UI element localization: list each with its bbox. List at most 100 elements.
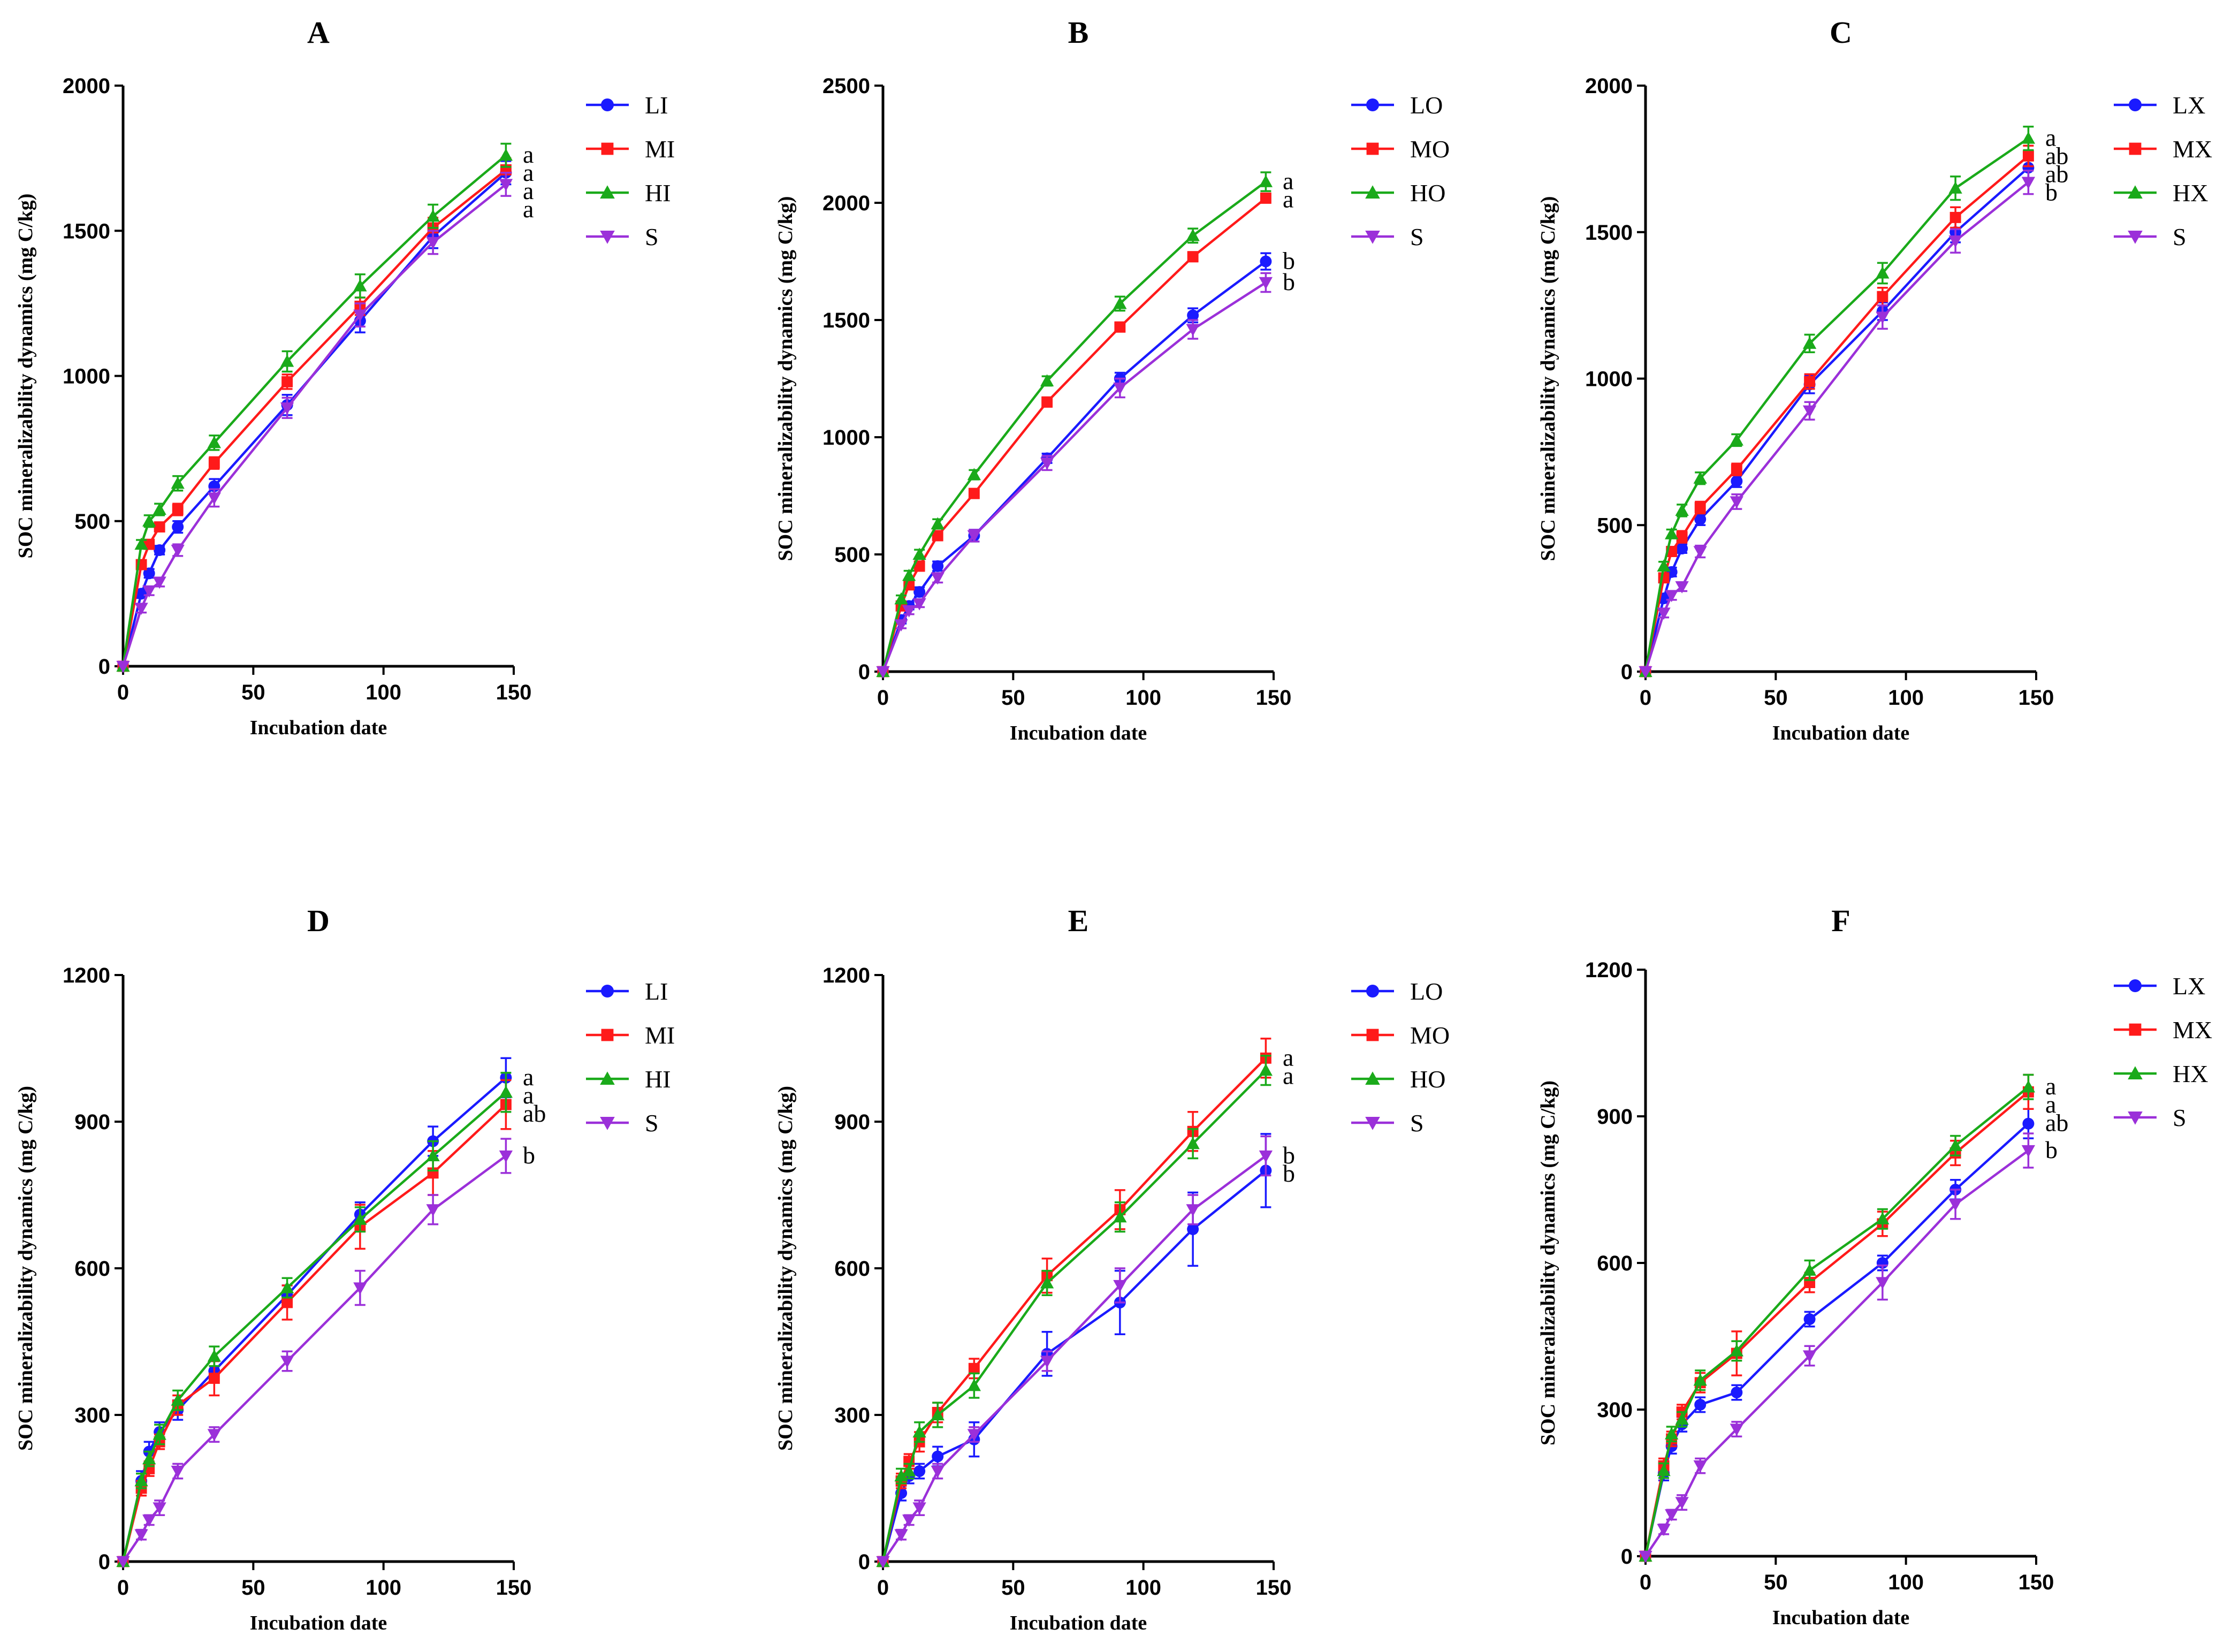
y-tick-label: 2500 [822,74,870,98]
data-point [499,1150,513,1163]
y-tick-label: 0 [98,1550,110,1574]
series-line [881,1169,1267,1562]
data-point [931,1465,945,1478]
legend-label: HX [2173,179,2208,207]
x-tick-label: 100 [1125,686,1161,710]
legend-marker [2129,98,2142,111]
legend-item-li: LI [586,978,668,1005]
significance-letter: a [1283,1044,1293,1071]
series-line [121,154,507,667]
data-point [280,1356,294,1368]
data-point [2021,177,2036,189]
significance-letter: b [2045,1136,2058,1163]
legend-label: HO [1410,1065,1445,1093]
data-point [1948,235,1962,248]
data-point [1113,1280,1127,1292]
significance-letter: a [523,141,534,168]
data-point [1665,1427,1679,1440]
series-line [881,1057,1267,1562]
data-point [134,537,148,550]
y-tick-label: 900 [834,1110,870,1134]
series-lx [1640,1108,2035,1562]
series-line [1644,137,2029,672]
y-axis-label: SOC mineralizability dynamics (mg C/kg) [1537,1080,1559,1445]
data-point [153,1502,166,1515]
legend-marker [601,985,614,998]
x-tick-label: 0 [1640,686,1651,710]
legend-label: LO [1410,92,1443,119]
legend-label: HI [645,179,671,207]
y-tick-label: 300 [74,1404,110,1427]
significance-letter: a [523,159,534,186]
series-lx [1640,156,2035,677]
significance-letter: a [2045,124,2056,151]
data-point [967,530,981,543]
data-point [902,605,916,618]
data-point [1657,1524,1671,1536]
legend-marker [600,230,615,244]
legend-marker [1365,1116,1380,1130]
x-tick-label: 100 [1888,1571,1924,1594]
legend-item-s: S [1351,223,1424,250]
chart-panel-e: E 0 300 600 900 1200 0 50 100 150 Incubation date S… [774,903,1450,1634]
significance-letter: a [2045,1072,2056,1100]
significance-letter: a [2045,1091,2056,1118]
data-point [280,354,294,367]
legend-marker [2128,185,2143,199]
legend-marker [1365,185,1380,199]
x-tick-label: 100 [365,681,401,704]
data-point [1693,546,1707,559]
data-point [207,1349,221,1362]
legend-item-s: S [2114,1104,2187,1131]
data-point [1676,543,1688,555]
data-point [172,504,184,515]
significance-letter: b [1283,1160,1295,1187]
data-point [1804,376,1816,387]
data-point [1730,1423,1743,1436]
data-point [913,1465,926,1478]
series-hx [1639,1074,2036,1562]
data-point [1948,1199,1962,1212]
legend-marker [1366,98,1379,111]
data-point [932,530,943,542]
data-point [1694,513,1707,526]
legend-item-mx: MX [2114,1016,2212,1044]
data-point [902,568,916,581]
legend-item-s: S [2114,223,2187,250]
data-point [931,1408,945,1421]
data-point [1259,1063,1273,1076]
data-point [932,1450,944,1463]
x-tick-label: 0 [117,681,129,704]
chart-panel-c: C 0 500 1000 1500 2000 0 50 100 150 Incubation dat… [1537,15,2212,744]
legend-marker [2128,230,2143,244]
data-point [1730,1344,1743,1357]
legend-label: LX [2173,92,2205,119]
legend-marker [2129,1023,2142,1036]
data-point [968,488,980,499]
series-mx [1640,1074,2034,1562]
y-tick-label: 1000 [822,426,870,450]
data-point [1259,1150,1273,1163]
legend-item-s: S [586,223,659,250]
data-point [894,1529,908,1542]
legend-item-mi: MI [586,135,675,163]
data-point [353,279,367,292]
x-axis-label: Incubation date [250,1612,387,1634]
data-point [281,1297,293,1308]
series-line [1644,1123,2029,1557]
significance-letter: b [523,1141,535,1169]
y-axis-label: SOC mineralizability dynamics (mg C/kg) [774,1086,797,1451]
x-tick-label: 100 [1125,1576,1161,1600]
data-point [1259,174,1273,187]
data-point [967,1379,981,1391]
data-point [1657,1464,1671,1476]
data-point [1948,1139,1962,1151]
series-line [121,1077,507,1562]
data-point [280,1281,294,1293]
panel-title: A [307,15,330,50]
data-point [1802,1263,1817,1276]
y-axis-label: SOC mineralizability dynamics (mg C/kg) [1537,196,1559,561]
x-tick-label: 150 [2019,1571,2054,1594]
significance-letter: ab [2045,1109,2068,1137]
data-point [207,436,221,448]
